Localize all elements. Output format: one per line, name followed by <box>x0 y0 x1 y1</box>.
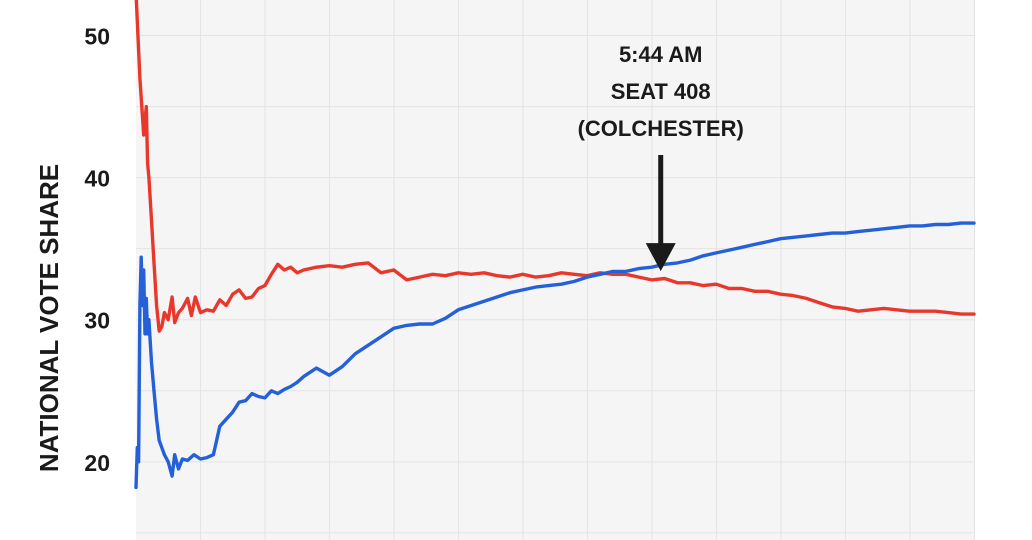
blue-series-line <box>134 221 976 490</box>
plot-background <box>136 0 974 540</box>
y-tick-label: 40 <box>84 166 110 192</box>
annotation-label: (COLCHESTER) <box>578 116 744 141</box>
series-lines <box>134 0 976 490</box>
y-axis-label: NATIONAL VOTE SHARE <box>34 164 64 472</box>
red-series-line <box>134 0 976 333</box>
annotation: 5:44 AM SEAT 408 (COLCHESTER) <box>578 42 744 272</box>
annotation-label: SEAT 408 <box>611 79 711 104</box>
y-tick-label: 20 <box>84 450 110 476</box>
y-tick-labels: 20 30 40 50 <box>84 24 110 476</box>
annotation-arrow-head <box>645 243 676 272</box>
y-tick-label: 30 <box>84 308 110 334</box>
annotation-label: 5:44 AM <box>619 42 703 67</box>
y-tick-label: 50 <box>84 24 110 50</box>
gridlines <box>136 0 975 540</box>
